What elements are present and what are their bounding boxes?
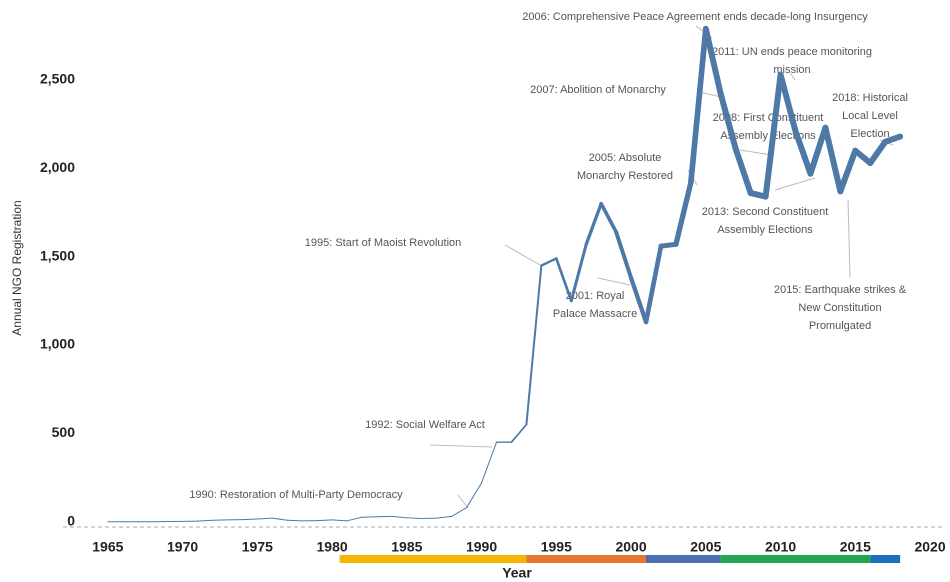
annotation: Assembly Elections — [717, 224, 813, 236]
annotation: 2005: Absolute — [589, 152, 662, 164]
period-bar — [870, 555, 901, 563]
line-segment — [271, 517, 288, 521]
line-segment — [717, 91, 739, 152]
annotation-leader — [847, 199, 851, 279]
x-tick-label: 1970 — [167, 539, 198, 555]
y-axis-title: Annual NGO Registration — [10, 200, 24, 335]
annotation: 2018: Historical — [832, 92, 908, 104]
line-segment — [510, 423, 528, 444]
x-tick-label: 2010 — [765, 539, 796, 555]
x-tick-label: 1985 — [391, 539, 422, 555]
y-tick-label: 0 — [67, 512, 75, 528]
line-segment — [361, 516, 378, 518]
line-segment — [466, 482, 483, 509]
x-tick-label: 2020 — [914, 539, 945, 555]
period-bar — [526, 555, 647, 563]
line-segment — [762, 71, 784, 200]
line-segment — [540, 257, 558, 267]
annotation-leader — [789, 72, 796, 81]
annotation: Local Level — [842, 110, 898, 122]
x-tick-label: 1980 — [317, 539, 348, 555]
line-segment — [852, 147, 874, 167]
line-segment — [525, 264, 543, 426]
line-segment — [316, 519, 333, 522]
x-tick-label: 1995 — [541, 539, 572, 555]
line-segment — [256, 517, 273, 520]
annotation: 2015: Earthquake strikes & — [774, 284, 907, 296]
annotation-leader — [429, 444, 493, 448]
annotation: Palace Massacre — [553, 308, 637, 320]
annotation: Promulgated — [809, 320, 871, 332]
line-segment — [331, 519, 348, 522]
annotation: New Constitution — [798, 302, 881, 314]
annotation-leader — [774, 177, 816, 191]
x-tick-label: 1965 — [92, 539, 123, 555]
x-tick-label: 1990 — [466, 539, 497, 555]
annotation-leader — [597, 277, 631, 286]
x-tick-label: 2005 — [690, 539, 721, 555]
x-axis-title: Year — [502, 565, 532, 581]
y-tick-label: 2,000 — [40, 159, 75, 175]
line-segment — [882, 133, 904, 145]
y-tick-label: 500 — [52, 424, 76, 440]
line-segment — [391, 515, 408, 519]
line-segment — [822, 124, 844, 195]
annotation: 2007: Abolition of Monarchy — [530, 84, 666, 96]
annotation-leader — [457, 494, 469, 509]
line-segment — [673, 179, 694, 247]
period-bar — [646, 555, 721, 563]
line-segment — [837, 147, 859, 195]
annotation: 1990: Restoration of Multi-Party Democra… — [189, 489, 403, 501]
line-segment — [643, 243, 664, 325]
line-segment — [702, 25, 724, 98]
annotation: Monarchy Restored — [577, 170, 673, 182]
period-bar — [720, 555, 871, 563]
annotation-leader — [504, 244, 541, 266]
line-segment — [346, 516, 363, 522]
period-bar — [339, 555, 527, 563]
line-segment — [584, 202, 603, 246]
line-segment — [807, 124, 829, 177]
line-segment — [436, 515, 453, 519]
line-segment — [599, 201, 618, 234]
annotation: 2001: Royal — [566, 290, 625, 302]
annotation: 1995: Start of Maoist Revolution — [305, 237, 462, 249]
line-segment — [732, 145, 754, 197]
line-segment — [569, 242, 588, 303]
y-tick-label: 2,500 — [40, 71, 75, 87]
x-tick-label: 2000 — [615, 539, 646, 555]
line-segment — [197, 519, 213, 522]
x-tick-label: 2015 — [840, 539, 871, 555]
line-segment — [628, 275, 649, 325]
x-tick-label: 1975 — [242, 539, 273, 555]
annotation: 2013: Second Constituent — [702, 206, 829, 218]
annotation-leader — [739, 149, 773, 156]
annotation: Assembly Elections — [720, 130, 816, 142]
line-segment — [406, 517, 423, 520]
line-segment — [792, 128, 814, 177]
line-segment — [867, 138, 889, 167]
line-segment — [451, 507, 468, 517]
line-segment — [286, 519, 303, 522]
line-segment — [481, 441, 498, 484]
y-tick-label: 1,000 — [40, 336, 75, 352]
annotation: 1992: Social Welfare Act — [365, 419, 485, 431]
annotation: Election — [850, 128, 889, 140]
annotation: 2011: UN ends peace monitoring — [712, 46, 872, 58]
y-tick-label: 1,500 — [40, 247, 75, 263]
line-segment — [777, 71, 799, 135]
line-segment — [688, 25, 709, 186]
annotation: 2006: Comprehensive Peace Agreement ends… — [522, 11, 868, 23]
line-segment — [614, 229, 634, 280]
line-segment — [554, 257, 573, 303]
line-segment — [241, 518, 258, 521]
